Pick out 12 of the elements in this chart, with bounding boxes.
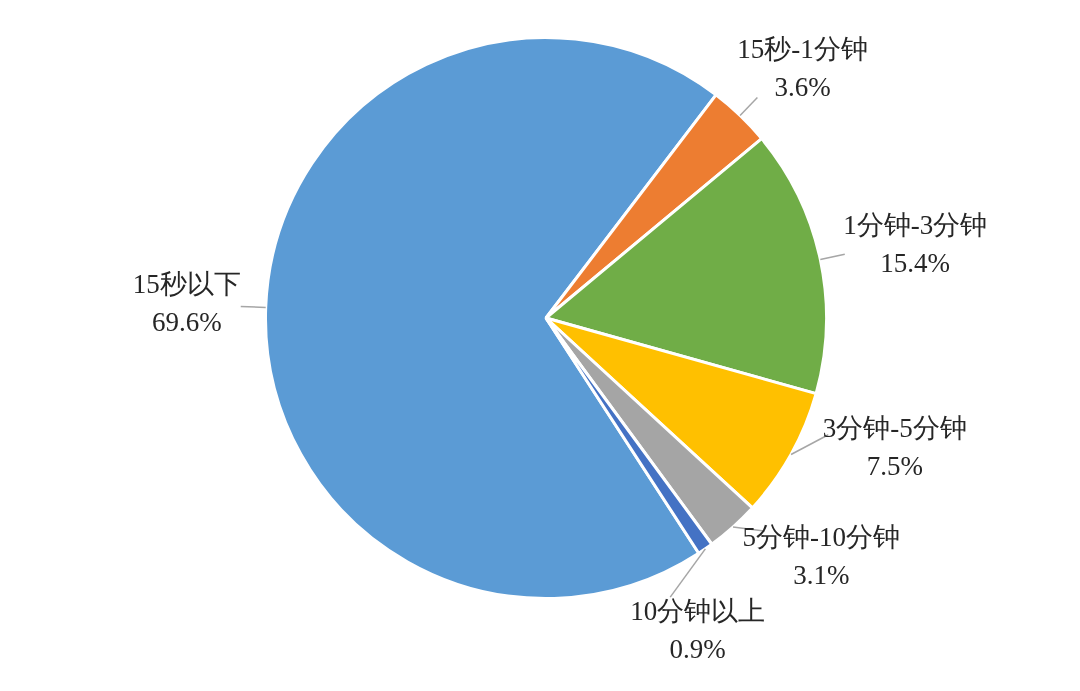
slice-label: 5分钟-10分钟 xyxy=(742,521,901,552)
data-label: 69.6% xyxy=(151,307,222,338)
data-label: 15.4% xyxy=(880,248,951,279)
slice-label: 1分钟-3分钟 xyxy=(843,210,988,241)
data-label: 3.1% xyxy=(793,559,850,590)
slice-label: 15秒-1分钟 xyxy=(737,34,868,65)
data-label: 0.9% xyxy=(669,633,726,664)
slice-label: 15秒以下 xyxy=(132,269,241,300)
data-label: 3.6% xyxy=(774,72,831,103)
slice-label: 3分钟-5分钟 xyxy=(822,413,967,444)
slice-label: 10分钟以上 xyxy=(630,595,766,626)
data-label: 7.5% xyxy=(866,451,923,482)
